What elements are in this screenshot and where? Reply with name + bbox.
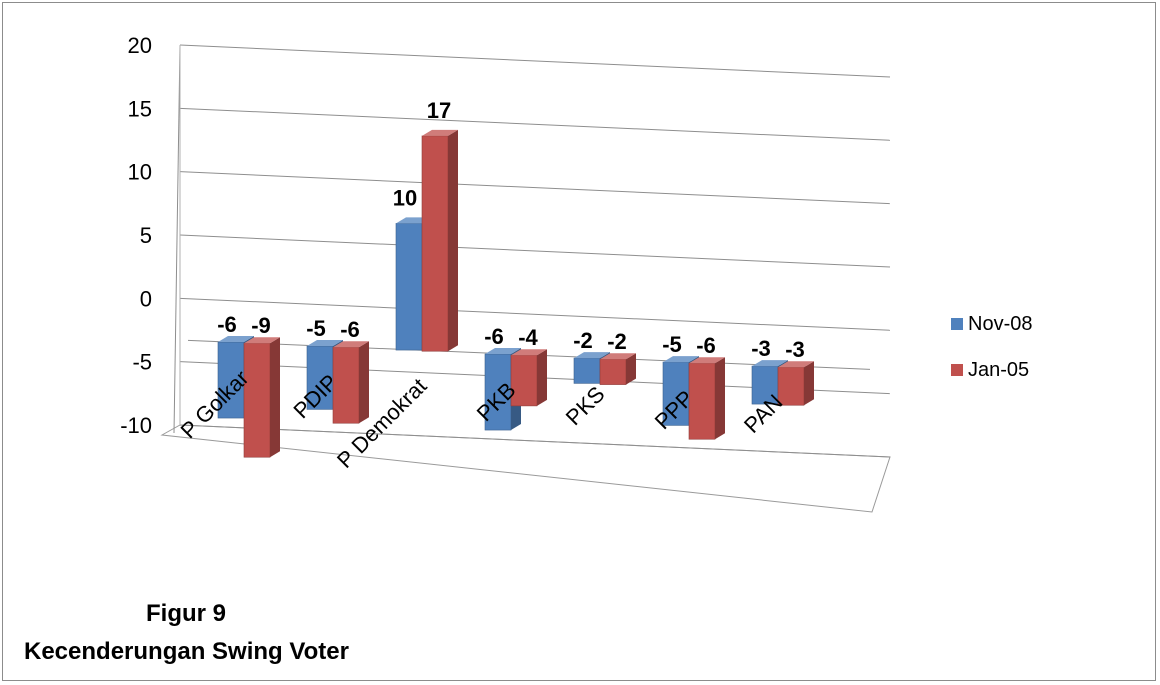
legend-swatch [951, 364, 963, 376]
data-label: -6 [340, 317, 360, 342]
gridline [179, 44, 891, 78]
bar [599, 358, 627, 385]
bar [751, 365, 779, 405]
data-label: -3 [751, 336, 771, 361]
bar-top [752, 360, 788, 367]
bar [332, 346, 360, 424]
bar [573, 357, 601, 384]
bar-side [626, 353, 636, 385]
legend-swatch [951, 318, 963, 330]
legend-label: Nov-08 [968, 313, 1032, 335]
bar-top [689, 357, 725, 364]
y-tick-label: 0 [140, 286, 152, 311]
y-tick-label: 20 [128, 33, 152, 58]
data-label: -5 [662, 332, 682, 357]
bar-top [307, 340, 343, 347]
bar-top [333, 341, 369, 348]
bar-top [663, 356, 699, 363]
data-label: 17 [427, 98, 451, 123]
y-tick-label: -5 [132, 350, 152, 375]
bar-side [537, 349, 547, 406]
data-label: -9 [251, 313, 271, 338]
bar-side [270, 337, 280, 458]
bar [243, 342, 271, 458]
data-label: -4 [518, 325, 538, 350]
category-label: PKS [561, 381, 610, 430]
bar-top [485, 348, 521, 355]
y-tick-label: -10 [120, 413, 152, 438]
bar-side [448, 129, 458, 352]
bar-top [574, 352, 610, 359]
data-label: -2 [573, 328, 593, 353]
data-label: -3 [785, 337, 805, 362]
gridline [179, 107, 891, 141]
bar [306, 345, 334, 410]
bar-top [511, 349, 547, 356]
bar-top [422, 129, 458, 136]
bar [421, 135, 449, 352]
y-tick-label: 5 [140, 223, 152, 248]
gridline [179, 424, 891, 458]
bar-top [600, 353, 636, 360]
data-label: -6 [217, 312, 237, 337]
gridline [179, 234, 891, 268]
figure-label: Figur 9 [146, 600, 227, 627]
bar [777, 366, 805, 406]
bar [395, 223, 423, 351]
gridline [179, 297, 891, 331]
data-label: -6 [696, 333, 716, 358]
y-tick-label: 10 [128, 160, 152, 185]
figure-title: Kecenderungan Swing Voter [24, 638, 349, 665]
legend-label: Jan-05 [968, 359, 1029, 381]
gridline [179, 171, 891, 205]
data-label: -2 [607, 329, 627, 354]
bar-top [244, 337, 280, 344]
bar [688, 362, 716, 440]
y-axis-line [173, 44, 181, 434]
data-label: 10 [393, 185, 417, 210]
data-label: -5 [306, 316, 326, 341]
data-label: -6 [484, 324, 504, 349]
bar-side [804, 361, 814, 406]
bar [510, 354, 538, 407]
bar-top [778, 361, 814, 368]
bar-top [218, 336, 254, 343]
y-tick-label: 15 [128, 96, 152, 121]
bar-side [715, 357, 725, 440]
bar-side [359, 341, 369, 424]
